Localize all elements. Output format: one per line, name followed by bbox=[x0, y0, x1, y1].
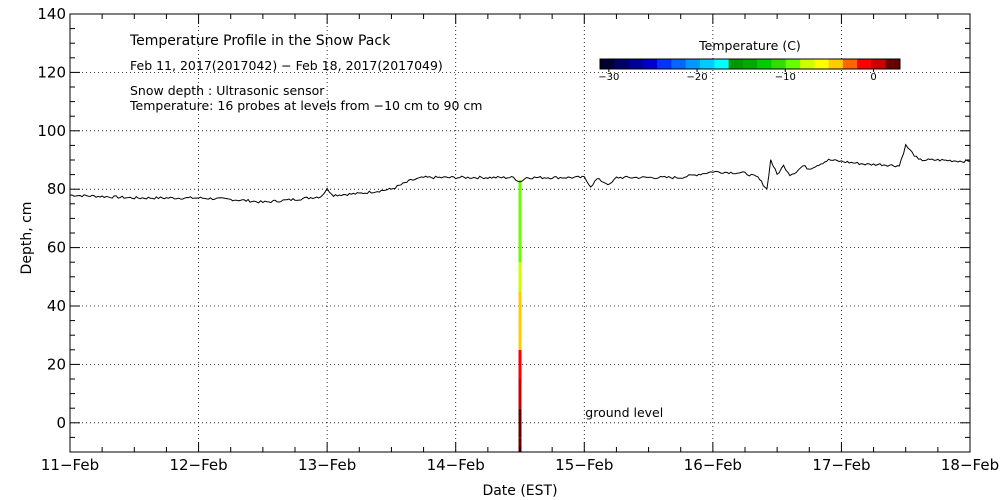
colorbar-swatch bbox=[785, 59, 801, 69]
x-tick-label: 11−Feb bbox=[41, 456, 99, 474]
x-tick-label: 12−Feb bbox=[169, 456, 227, 474]
colorbar-swatch bbox=[685, 59, 701, 69]
x-tick-label: 15−Feb bbox=[555, 456, 613, 474]
colorbar-swatch bbox=[771, 59, 787, 69]
colorbar-swatch bbox=[714, 59, 730, 69]
temperature-segment bbox=[518, 437, 522, 452]
y-tick-label: 100 bbox=[37, 122, 66, 140]
colorbar-tick-label: −30 bbox=[598, 72, 619, 83]
chart-title: Temperature Profile in the Snow Pack bbox=[129, 33, 391, 49]
colorbar-swatch bbox=[871, 59, 887, 69]
temperature-segment bbox=[518, 180, 522, 204]
temperature-segment bbox=[518, 379, 522, 409]
colorbar-swatch bbox=[814, 59, 830, 69]
ground-level-annotation: ground level bbox=[585, 405, 663, 420]
colorbar-label: Temperature (C) bbox=[698, 38, 801, 53]
colorbar-frame bbox=[599, 58, 901, 70]
temperature-segment bbox=[518, 291, 522, 321]
colorbar-swatch bbox=[614, 59, 630, 69]
colorbar-swatch bbox=[828, 59, 844, 69]
temperature-segment bbox=[518, 203, 522, 233]
colorbar: Temperature (C) −30 −20 −10 0 bbox=[598, 38, 901, 83]
y-tick-label: 40 bbox=[47, 297, 66, 315]
y-tick-label: 0 bbox=[56, 414, 66, 432]
colorbar-tick-label: 0 bbox=[870, 72, 876, 83]
colorbar-swatch bbox=[628, 59, 644, 69]
temperature-segment bbox=[518, 349, 522, 379]
x-tick-label: 14−Feb bbox=[427, 456, 485, 474]
annotations: ground level bbox=[585, 405, 663, 420]
colorbar-swatch bbox=[742, 59, 758, 69]
axis-ticks bbox=[69, 13, 971, 453]
colorbar-swatch bbox=[800, 59, 815, 69]
colorbar-tick-label: −20 bbox=[687, 72, 708, 83]
colorbar-swatch bbox=[885, 59, 901, 69]
y-tick-label: 120 bbox=[37, 63, 66, 81]
x-tick-label: 17−Feb bbox=[812, 456, 870, 474]
temperature-segment bbox=[518, 320, 522, 350]
x-tick-label: 13−Feb bbox=[298, 456, 356, 474]
temperature-segment bbox=[518, 408, 522, 438]
colorbar-swatch bbox=[671, 59, 687, 69]
snow-depth-line bbox=[69, 143, 971, 204]
chart-subtitle: Feb 11, 2017(2017042) − Feb 18, 2017(201… bbox=[130, 58, 443, 73]
temperature-segment bbox=[518, 233, 522, 263]
note-temperature: Temperature: 16 probes at levels from −1… bbox=[129, 98, 482, 113]
y-tick-labels: 0 20 40 60 80 100 120 140 bbox=[37, 5, 66, 432]
y-axis-label: Depth, cm bbox=[19, 202, 35, 275]
colorbar-ticks: −30 −20 −10 0 bbox=[598, 69, 877, 83]
temperature-profile bbox=[518, 180, 522, 452]
colorbar-swatch bbox=[757, 59, 772, 69]
colorbar-tick-label: −10 bbox=[775, 72, 796, 83]
colorbar-swatch bbox=[600, 59, 615, 69]
x-axis-label: Date (EST) bbox=[482, 483, 557, 499]
x-tick-label: 18−Feb bbox=[941, 456, 999, 474]
colorbar-swatch bbox=[857, 59, 872, 69]
colorbar-swatch bbox=[842, 59, 858, 69]
snow-depth-series bbox=[69, 143, 971, 204]
note-snow-depth: Snow depth : Ultrasonic sensor bbox=[130, 83, 325, 98]
colorbar-swatch bbox=[642, 59, 658, 69]
y-tick-label: 20 bbox=[47, 355, 66, 373]
x-tick-label: 16−Feb bbox=[684, 456, 742, 474]
temperature-segment bbox=[518, 262, 522, 292]
y-tick-label: 60 bbox=[47, 239, 66, 257]
colorbar-swatches bbox=[600, 59, 901, 69]
x-tick-labels: 11−Feb 12−Feb 13−Feb 14−Feb 15−Feb 16−Feb 17−F… bbox=[41, 456, 999, 474]
colorbar-swatch bbox=[700, 59, 715, 69]
colorbar-swatch bbox=[728, 59, 744, 69]
y-tick-label: 80 bbox=[47, 180, 66, 198]
colorbar-swatch bbox=[657, 59, 672, 69]
y-tick-label: 140 bbox=[37, 5, 66, 23]
